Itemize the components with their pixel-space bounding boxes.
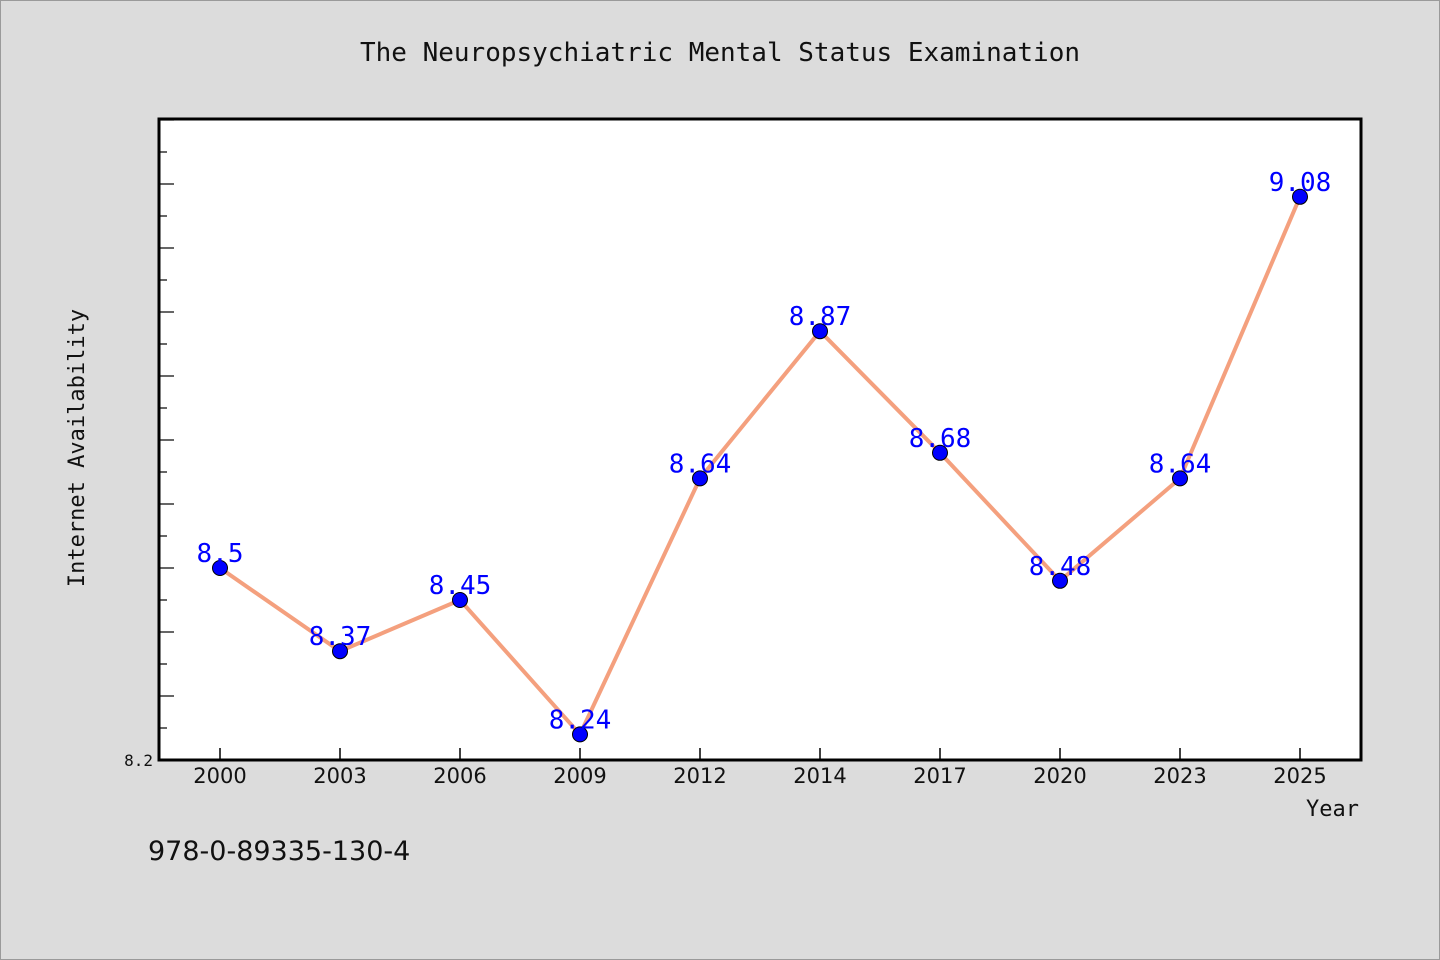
data-point [332,643,348,660]
y-tick-label: 8.2 [124,751,153,770]
data-point [212,560,228,576]
data-point [1292,188,1308,205]
data-label: 8.24 [549,705,612,735]
data-label: 8.64 [669,449,732,479]
data-labels: 8.5 8.37 8.45 8.24 8.64 8.87 8.68 8.48 8.64 9.08 [197,168,1332,736]
data-point [572,726,588,743]
x-tick-label: 2006 [433,764,486,788]
series-line-group [218,194,1302,737]
data-label: 8.5 [197,539,244,569]
x-axis-label: Year [1306,797,1359,822]
x-tick-label: 2009 [553,764,606,788]
x-tick-label: 2000 [193,764,246,788]
x-tick-label: 2025 [1273,764,1326,788]
data-label: 8.48 [1029,552,1092,582]
isbn-text: 978-0-89335-130-4 [148,836,411,867]
data-label: 8.64 [1149,449,1212,479]
x-axis-ticks [219,748,1301,760]
data-point [452,592,468,608]
series-markers [212,188,1308,743]
x-tick-label: 2014 [793,764,846,788]
data-point [1172,470,1188,487]
data-label: 8.37 [309,622,372,652]
x-tick-label: 2003 [313,764,366,788]
data-label: 9.08 [1269,168,1332,198]
x-tick-labels: 2000 2003 2006 2009 2012 2014 2017 2020 2023 2025 [193,764,1326,788]
series-line [218,194,1302,737]
data-label: 8.87 [789,302,852,332]
y-axis-label: Internet Availability [65,309,90,587]
data-label: 8.68 [909,424,972,454]
data-point [932,444,948,461]
x-tick-label: 2023 [1153,764,1206,788]
data-point [812,323,828,340]
y-axis-ticks [159,119,174,761]
x-tick-label: 2020 [1033,764,1086,788]
data-point [692,470,708,487]
chart-title: The Neuropsychiatric Mental Status Exami… [360,38,1080,68]
data-label: 8.45 [429,571,492,601]
plot-area [157,117,1363,762]
x-tick-label: 2017 [913,764,966,788]
data-point [1052,572,1068,589]
x-tick-label: 2012 [673,764,726,788]
